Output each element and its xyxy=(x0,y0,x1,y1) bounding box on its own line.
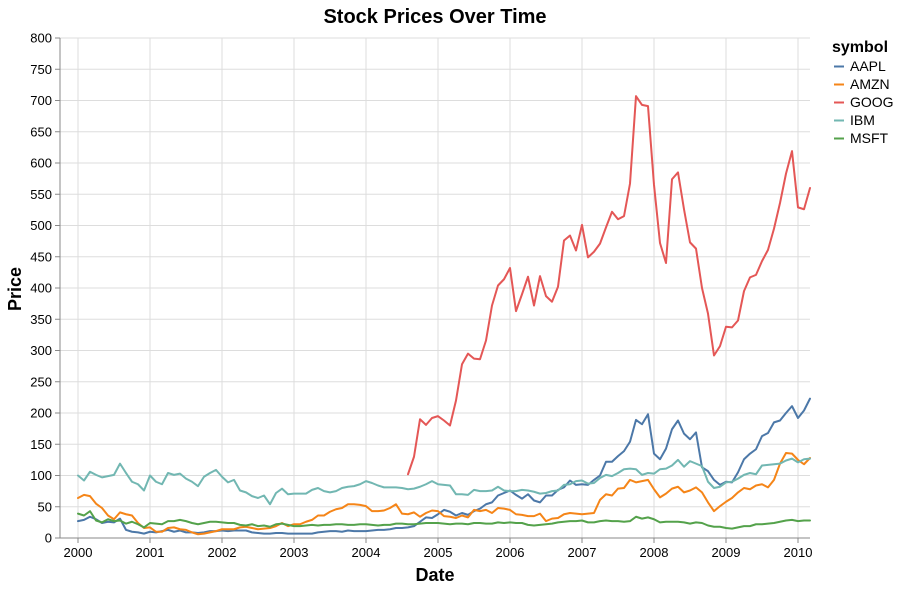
legend-label-goog: GOOG xyxy=(850,94,894,110)
y-tick-label: 150 xyxy=(30,437,52,452)
series-lines xyxy=(77,95,811,536)
y-gridlines xyxy=(60,37,810,539)
series-line-aapl xyxy=(77,397,811,535)
x-tick-label: 2009 xyxy=(712,545,741,560)
y-tick-label: 200 xyxy=(30,406,52,421)
x-tick-label: 2000 xyxy=(64,545,93,560)
y-tick-label: 600 xyxy=(30,156,52,171)
legend-title: symbol xyxy=(832,39,888,56)
legend: symbol AAPL AMZN GOOG IBM MSFT xyxy=(832,39,894,146)
legend-items: AAPL AMZN GOOG IBM MSFT xyxy=(834,58,894,146)
y-tick-label: 50 xyxy=(38,499,52,514)
y-tick-label: 500 xyxy=(30,218,52,233)
chart-title: Stock Prices Over Time xyxy=(323,6,546,28)
legend-label-aapl: AAPL xyxy=(850,58,886,74)
y-tick-label: 0 xyxy=(45,531,52,546)
x-tick-label: 2002 xyxy=(208,545,237,560)
x-tick-label: 2008 xyxy=(640,545,669,560)
y-tick-label: 550 xyxy=(30,187,52,202)
y-tick-label: 250 xyxy=(30,374,52,389)
legend-label-amzn: AMZN xyxy=(850,76,890,92)
series-line-msft xyxy=(77,510,811,530)
legend-label-msft: MSFT xyxy=(850,130,889,146)
y-tick-label: 650 xyxy=(30,124,52,139)
x-tick-label: 2001 xyxy=(136,545,165,560)
y-tick-label: 450 xyxy=(30,249,52,264)
x-tick-label: 2006 xyxy=(496,545,525,560)
y-tick-label: 350 xyxy=(30,312,52,327)
x-tick-label: 2010 xyxy=(784,545,813,560)
y-axis-ticks: 0 50 100 150 200 250 300 350 400 450 500 550 600 650 7… xyxy=(30,31,60,546)
x-axis-ticks: 2000 2001 2002 2003 2004 2005 2006 2007 2008 2009… xyxy=(64,538,813,560)
x-tick-label: 2003 xyxy=(280,545,309,560)
y-tick-label: 400 xyxy=(30,281,52,296)
x-tick-label: 2004 xyxy=(352,545,381,560)
y-tick-label: 750 xyxy=(30,62,52,77)
series-line-ibm xyxy=(77,457,811,506)
y-tick-label: 100 xyxy=(30,468,52,483)
y-tick-label: 800 xyxy=(30,31,52,46)
y-tick-label: 300 xyxy=(30,343,52,358)
x-gridlines xyxy=(77,38,799,538)
y-axis-title: Price xyxy=(5,267,25,311)
x-tick-label: 2005 xyxy=(424,545,453,560)
series-line-amzn xyxy=(77,452,811,536)
y-tick-label: 700 xyxy=(30,93,52,108)
plot-area: 2000 2001 2002 2003 2004 2005 2006 2007 2008 2009… xyxy=(30,31,812,561)
x-tick-label: 2007 xyxy=(568,545,597,560)
series-line-goog xyxy=(407,95,811,476)
x-axis-title: Date xyxy=(415,565,454,585)
legend-label-ibm: IBM xyxy=(850,112,875,128)
